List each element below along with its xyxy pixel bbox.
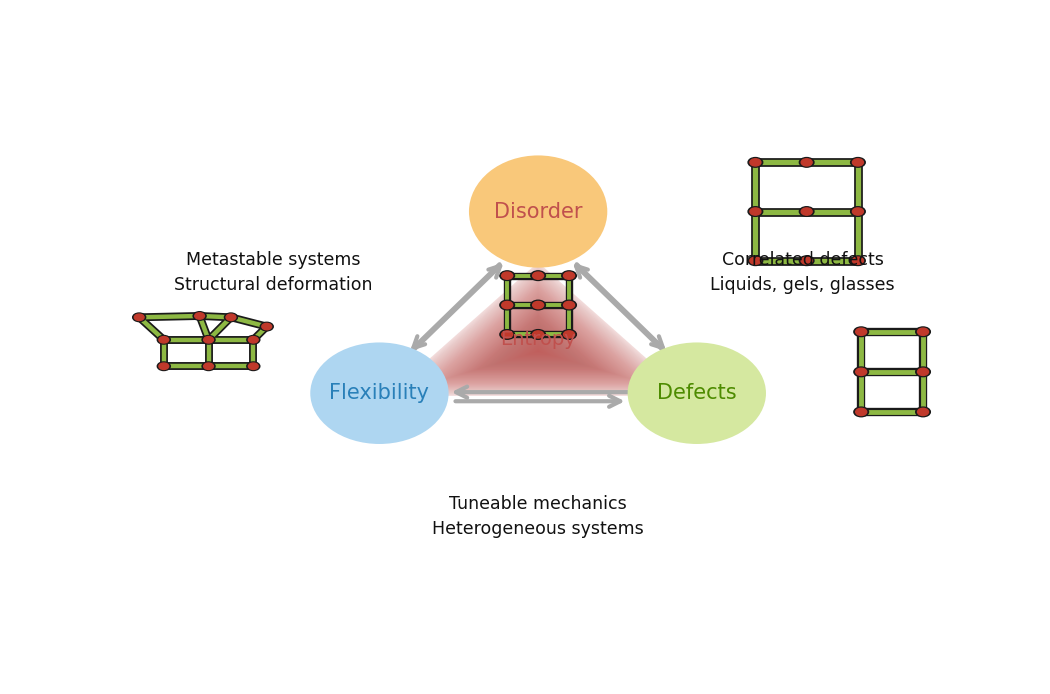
Circle shape <box>260 322 273 331</box>
Circle shape <box>564 272 574 279</box>
Circle shape <box>799 158 814 167</box>
Circle shape <box>159 337 169 343</box>
Circle shape <box>261 323 272 330</box>
Circle shape <box>918 328 928 335</box>
Circle shape <box>132 313 146 321</box>
Circle shape <box>801 159 812 166</box>
Circle shape <box>249 337 258 343</box>
Text: Defects: Defects <box>657 383 737 403</box>
Circle shape <box>502 331 512 338</box>
Circle shape <box>799 207 814 217</box>
Text: Flexibility: Flexibility <box>330 383 429 403</box>
Circle shape <box>531 330 545 339</box>
Circle shape <box>850 207 865 217</box>
Circle shape <box>531 301 545 310</box>
Circle shape <box>193 312 206 320</box>
Circle shape <box>202 362 215 371</box>
Circle shape <box>916 407 930 416</box>
Polygon shape <box>387 262 689 396</box>
Circle shape <box>854 327 868 337</box>
Text: Entropy: Entropy <box>500 330 576 349</box>
Circle shape <box>564 331 574 338</box>
Circle shape <box>856 408 866 416</box>
Circle shape <box>500 271 514 280</box>
Circle shape <box>204 337 213 343</box>
Circle shape <box>204 363 213 369</box>
Circle shape <box>856 328 866 335</box>
Circle shape <box>853 257 863 264</box>
Circle shape <box>532 272 544 279</box>
Circle shape <box>532 331 544 338</box>
Circle shape <box>916 367 930 377</box>
Circle shape <box>502 272 512 279</box>
Circle shape <box>562 271 576 280</box>
Circle shape <box>799 256 814 266</box>
Ellipse shape <box>628 342 766 444</box>
Circle shape <box>801 257 812 264</box>
Text: Disorder: Disorder <box>494 201 583 221</box>
Circle shape <box>853 208 863 215</box>
Circle shape <box>247 335 259 344</box>
Circle shape <box>249 363 258 369</box>
Circle shape <box>750 159 761 166</box>
Circle shape <box>194 313 205 319</box>
Text: Metastable systems
Structural deformation: Metastable systems Structural deformatio… <box>174 251 373 294</box>
Ellipse shape <box>469 155 607 268</box>
Circle shape <box>748 256 762 266</box>
Circle shape <box>502 301 512 309</box>
Circle shape <box>856 369 866 375</box>
Text: Correlated defects
Liquids, gels, glasses: Correlated defects Liquids, gels, glasse… <box>710 251 895 294</box>
Circle shape <box>158 362 170 371</box>
Circle shape <box>854 407 868 416</box>
Circle shape <box>748 158 762 167</box>
Circle shape <box>202 335 215 344</box>
Circle shape <box>562 330 576 339</box>
Circle shape <box>562 301 576 310</box>
Circle shape <box>750 257 761 264</box>
Circle shape <box>247 362 259 371</box>
Circle shape <box>918 369 928 375</box>
Circle shape <box>531 271 545 280</box>
Circle shape <box>801 208 812 215</box>
Circle shape <box>500 301 514 310</box>
Circle shape <box>564 301 574 309</box>
Circle shape <box>134 314 144 321</box>
Circle shape <box>532 301 544 309</box>
Circle shape <box>916 327 930 337</box>
Circle shape <box>850 256 865 266</box>
Text: Tuneable mechanics
Heterogeneous systems: Tuneable mechanics Heterogeneous systems <box>433 495 644 538</box>
Circle shape <box>225 313 237 321</box>
Circle shape <box>158 335 170 344</box>
Circle shape <box>850 158 865 167</box>
Circle shape <box>226 314 236 321</box>
Circle shape <box>854 367 868 377</box>
Circle shape <box>159 363 169 369</box>
Circle shape <box>918 408 928 416</box>
Circle shape <box>750 208 761 215</box>
Circle shape <box>500 330 514 339</box>
Ellipse shape <box>311 342 448 444</box>
Circle shape <box>748 207 762 217</box>
Circle shape <box>853 159 863 166</box>
